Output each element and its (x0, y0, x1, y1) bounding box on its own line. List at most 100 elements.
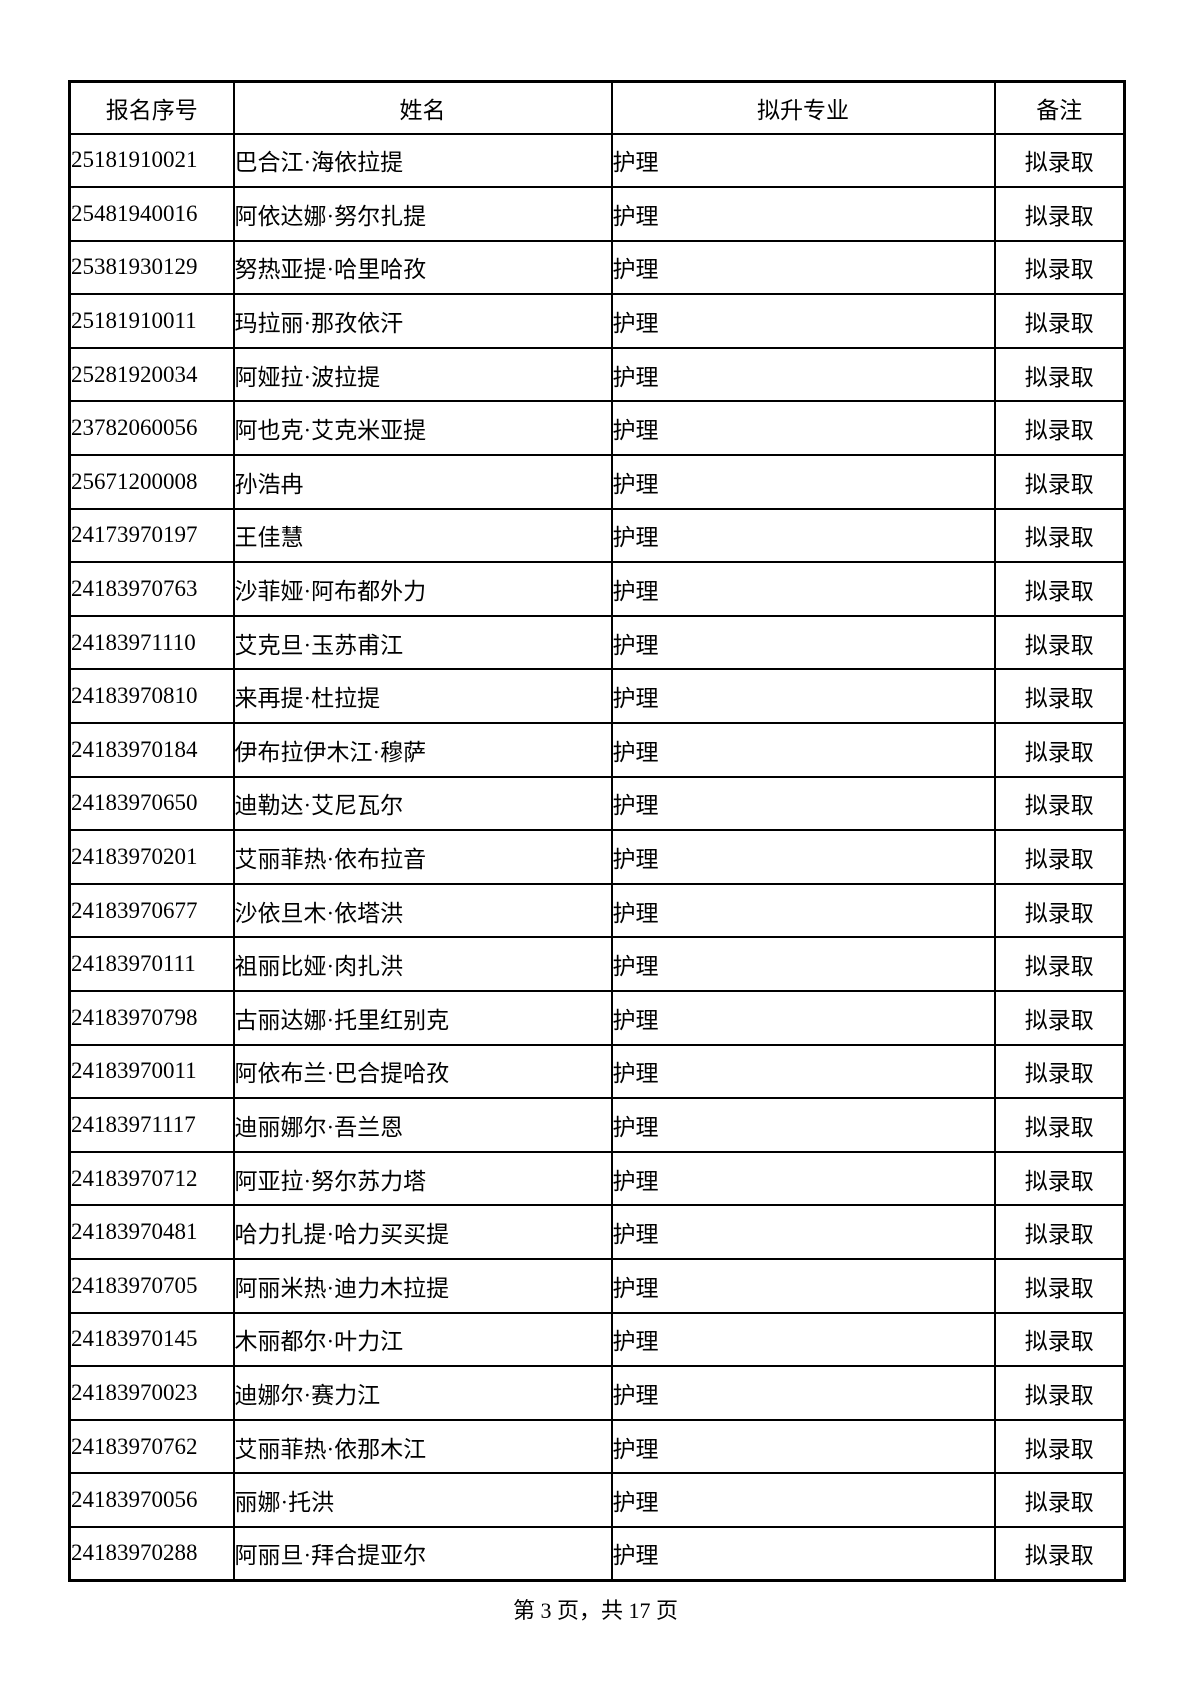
major-cell: 护理 (610, 400, 996, 457)
note-cell: 拟录取 (993, 346, 1126, 403)
reg-number-cell: 24183970145 (68, 1311, 235, 1368)
name-cell: 巴合江·海依拉提 (232, 132, 613, 189)
note-cell: 拟录取 (993, 668, 1126, 725)
note-cell: 拟录取 (993, 1365, 1126, 1421)
reg-number-cell: 24183970056 (68, 1472, 235, 1528)
major-cell: 护理 (610, 1365, 996, 1421)
note-cell: 拟录取 (993, 507, 1126, 564)
major-cell: 护理 (610, 293, 996, 349)
col-header-name: 姓名 (232, 80, 613, 135)
major-cell: 护理 (610, 1472, 996, 1528)
table-row: 24183970023 迪娜尔·赛力江 护理 拟录取 (68, 1365, 1126, 1421)
table-row: 24183970288 阿丽旦·拜合提亚尔 护理 拟录取 (68, 1525, 1126, 1582)
major-cell: 护理 (610, 1257, 996, 1314)
major-cell: 护理 (610, 1525, 996, 1582)
col-header-note: 备注 (993, 80, 1126, 135)
note-cell: 拟录取 (993, 829, 1126, 885)
note-cell: 拟录取 (993, 186, 1126, 242)
note-cell: 拟录取 (993, 400, 1126, 457)
reg-number-cell: 23782060056 (68, 400, 235, 457)
header-row: 报名序号 姓名 拟升专业 备注 (68, 80, 1126, 135)
table-row: 24183970011 阿依布兰·巴合提哈孜 护理 拟录取 (68, 1043, 1126, 1100)
major-cell: 护理 (610, 1418, 996, 1475)
note-cell: 拟录取 (993, 561, 1126, 617)
name-cell: 努热亚提·哈里哈孜 (232, 239, 613, 296)
reg-number-cell: 24183970763 (68, 561, 235, 617)
reg-number-cell: 24183970810 (68, 668, 235, 725)
reg-number-cell: 24183970184 (68, 722, 235, 778)
name-cell: 艾丽菲热·依那木江 (232, 1418, 613, 1475)
name-cell: 丽娜·托洪 (232, 1472, 613, 1528)
table-row: 24183970762 艾丽菲热·依那木江 护理 拟录取 (68, 1418, 1126, 1475)
name-cell: 沙依旦木·依塔洪 (232, 882, 613, 939)
name-cell: 沙菲娅·阿布都外力 (232, 561, 613, 617)
table-row: 24183970712 阿亚拉·努尔苏力塔 护理 拟录取 (68, 1150, 1126, 1207)
table-row: 25671200008 孙浩冉 护理 拟录取 (68, 454, 1126, 510)
reg-number-cell: 24183970288 (68, 1525, 235, 1582)
reg-number-cell: 25181910021 (68, 132, 235, 189)
major-cell: 护理 (610, 1311, 996, 1368)
reg-number-cell: 25181910011 (68, 293, 235, 349)
table-row: 24183970145 木丽都尔·叶力江 护理 拟录取 (68, 1311, 1126, 1368)
name-cell: 艾克旦·玉苏甫江 (232, 614, 613, 671)
name-cell: 木丽都尔·叶力江 (232, 1311, 613, 1368)
table-row: 24183970798 古丽达娜·托里红别克 护理 拟录取 (68, 990, 1126, 1046)
name-cell: 古丽达娜·托里红别克 (232, 990, 613, 1046)
note-cell: 拟录取 (993, 1097, 1126, 1153)
name-cell: 祖丽比娅·肉扎洪 (232, 936, 613, 992)
table-row: 24173970197 王佳慧 护理 拟录取 (68, 507, 1126, 564)
major-cell: 护理 (610, 990, 996, 1046)
major-cell: 护理 (610, 132, 996, 189)
col-header-reg-number: 报名序号 (68, 80, 235, 135)
note-cell: 拟录取 (993, 882, 1126, 939)
table-row: 24183970763 沙菲娅·阿布都外力 护理 拟录取 (68, 561, 1126, 617)
reg-number-cell: 24183971117 (68, 1097, 235, 1153)
name-cell: 伊布拉伊木江·穆萨 (232, 722, 613, 778)
reg-number-cell: 25481940016 (68, 186, 235, 242)
reg-number-cell: 24183970762 (68, 1418, 235, 1475)
name-cell: 哈力扎提·哈力买买提 (232, 1204, 613, 1260)
name-cell: 阿依达娜·努尔扎提 (232, 186, 613, 242)
table-row: 25381930129 努热亚提·哈里哈孜 护理 拟录取 (68, 239, 1126, 296)
name-cell: 玛拉丽·那孜依汗 (232, 293, 613, 349)
reg-number-cell: 24183971110 (68, 614, 235, 671)
major-cell: 护理 (610, 1097, 996, 1153)
reg-number-cell: 24183970712 (68, 1150, 235, 1207)
table-row: 24183971110 艾克旦·玉苏甫江 护理 拟录取 (68, 614, 1126, 671)
name-cell: 孙浩冉 (232, 454, 613, 510)
major-cell: 护理 (610, 1043, 996, 1100)
name-cell: 迪丽娜尔·吾兰恩 (232, 1097, 613, 1153)
name-cell: 阿也克·艾克米亚提 (232, 400, 613, 457)
reg-number-cell: 25281920034 (68, 346, 235, 403)
table-row: 25281920034 阿娅拉·波拉提 护理 拟录取 (68, 346, 1126, 403)
table-row: 24183970201 艾丽菲热·依布拉音 护理 拟录取 (68, 829, 1126, 885)
page-footer: 第 3 页，共 17 页 (0, 1593, 1191, 1625)
major-cell: 护理 (610, 346, 996, 403)
note-cell: 拟录取 (993, 1257, 1126, 1314)
note-cell: 拟录取 (993, 1150, 1126, 1207)
table-row: 24183970056 丽娜·托洪 护理 拟录取 (68, 1472, 1126, 1528)
major-cell: 护理 (610, 186, 996, 242)
admission-list-table: 报名序号 姓名 拟升专业 备注 25181910021 巴合江·海依拉提 护理 拟录取… (68, 80, 1126, 1583)
name-cell: 阿娅拉·波拉提 (232, 346, 613, 403)
note-cell: 拟录取 (993, 239, 1126, 296)
table-row: 24183970677 沙依旦木·依塔洪 护理 拟录取 (68, 882, 1126, 939)
major-cell: 护理 (610, 668, 996, 725)
reg-number-cell: 24183970201 (68, 829, 235, 885)
reg-number-cell: 25381930129 (68, 239, 235, 296)
note-cell: 拟录取 (993, 614, 1126, 671)
major-cell: 护理 (610, 722, 996, 778)
major-cell: 护理 (610, 775, 996, 832)
name-cell: 阿亚拉·努尔苏力塔 (232, 1150, 613, 1207)
table-row: 24183970481 哈力扎提·哈力买买提 护理 拟录取 (68, 1204, 1126, 1260)
reg-number-cell: 24183970705 (68, 1257, 235, 1314)
table-row: 24183970810 来再提·杜拉提 护理 拟录取 (68, 668, 1126, 725)
reg-number-cell: 24183970481 (68, 1204, 235, 1260)
reg-number-cell: 24183970650 (68, 775, 235, 832)
note-cell: 拟录取 (993, 132, 1126, 189)
note-cell: 拟录取 (993, 293, 1126, 349)
major-cell: 护理 (610, 1150, 996, 1207)
reg-number-cell: 24183970111 (68, 936, 235, 992)
note-cell: 拟录取 (993, 990, 1126, 1046)
